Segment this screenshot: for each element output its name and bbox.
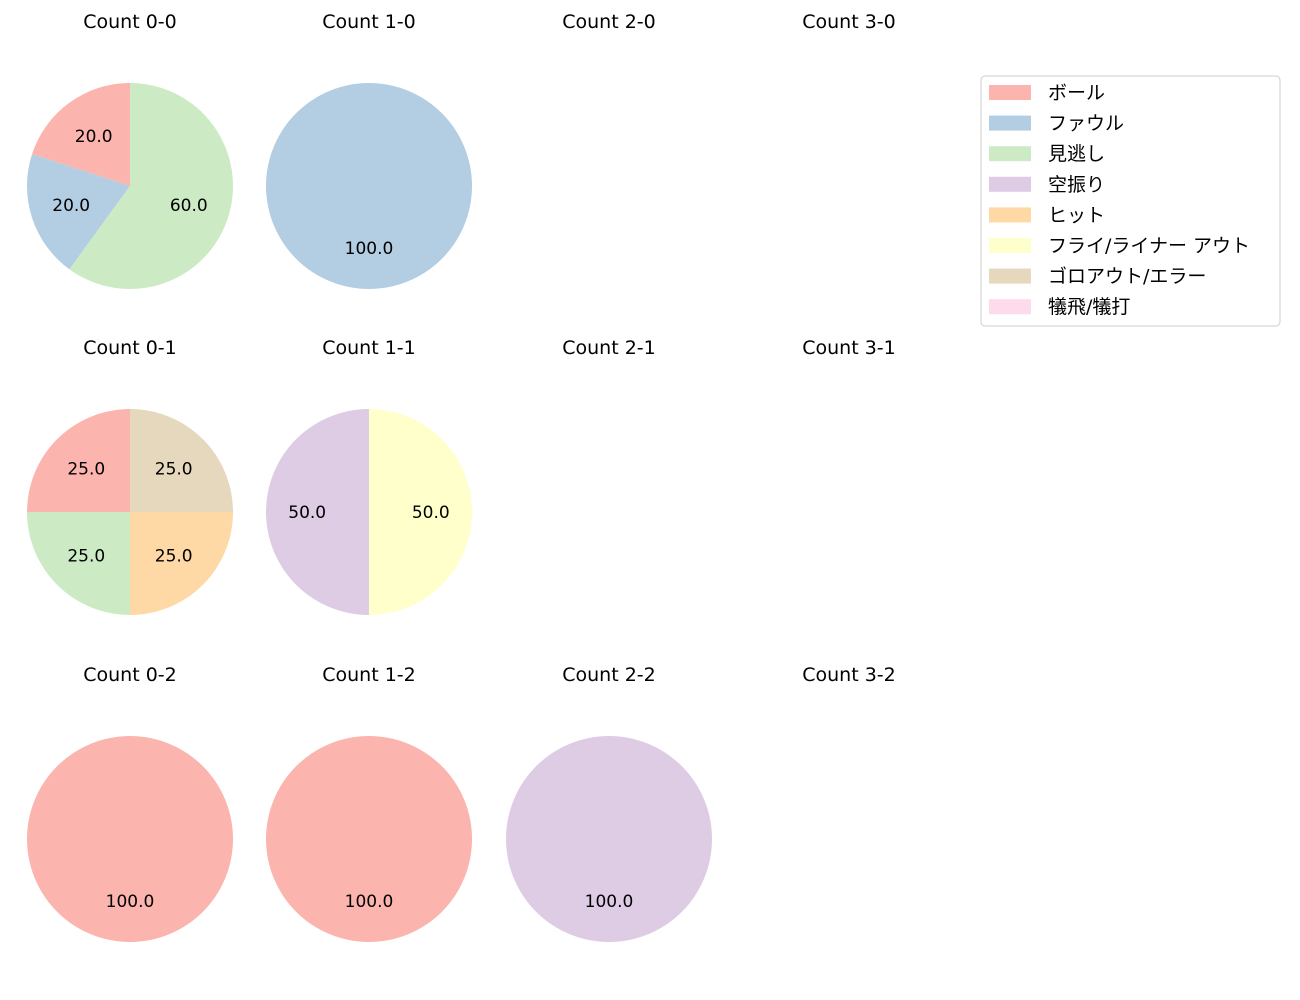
legend-swatch — [989, 85, 1031, 100]
legend-swatch — [989, 176, 1031, 192]
slice-label: 25.0 — [155, 547, 193, 567]
pie-chart: Count 1-2 100.0 — [266, 664, 472, 942]
chart-title: Count 1-2 — [322, 664, 416, 686]
chart-title: Count 0-1 — [83, 337, 177, 359]
pie-slice — [369, 409, 472, 615]
slice-label: 100.0 — [585, 892, 634, 912]
legend-label: 犠飛/犠打 — [1048, 296, 1130, 318]
legend-swatch — [989, 238, 1031, 253]
slice-label: 50.0 — [412, 503, 450, 523]
legend-swatch — [989, 207, 1031, 223]
slice-label: 25.0 — [67, 547, 105, 567]
pie-chart: Count 0-1 25.0 25.0 25.0 25.0 — [27, 337, 233, 615]
pie-slice — [69, 83, 234, 289]
legend-label: フライ/ライナー アウト — [1048, 235, 1250, 257]
legend-swatch — [989, 115, 1031, 131]
legend-label: 空振り — [1048, 174, 1105, 196]
legend-swatch — [989, 299, 1031, 315]
pie-slice — [266, 409, 369, 615]
pie-slice — [27, 512, 130, 615]
pie-slice — [266, 736, 472, 942]
chart-title: Count 0-0 — [83, 11, 177, 33]
legend-swatch — [989, 268, 1031, 284]
pie-chart: Count 3-1 — [802, 337, 896, 359]
legend-frame — [980, 75, 1281, 327]
legend-label: ヒット — [1048, 204, 1105, 226]
legend-label: ファウル — [1048, 113, 1124, 135]
pie-chart: Count 2-1 — [562, 337, 656, 359]
slice-label: 25.0 — [67, 459, 105, 479]
chart-title: Count 3-1 — [802, 337, 896, 359]
legend-label: 見逃し — [1048, 143, 1105, 165]
pie-chart: Count 0-2 100.0 — [27, 664, 233, 942]
chart-title: Count 2-1 — [562, 337, 656, 359]
slice-label: 25.0 — [155, 459, 193, 479]
pie-chart: Count 0-0 20.0 20.0 60.0 — [26, 11, 234, 289]
chart-title: Count 2-0 — [562, 11, 656, 33]
pie-chart: Count 1-1 50.0 50.0 — [266, 337, 472, 615]
pie-chart: Count 3-2 — [802, 664, 896, 686]
chart-title: Count 2-2 — [562, 664, 656, 686]
slice-label: 20.0 — [52, 196, 90, 216]
pie-slice — [130, 409, 233, 512]
slice-label: 100.0 — [345, 892, 394, 912]
chart-title: Count 1-0 — [322, 11, 416, 33]
pie-slice — [506, 736, 712, 942]
pie-chart: Count 1-0 100.0 — [266, 11, 472, 289]
pie-slice — [27, 409, 130, 512]
pie-slice — [130, 512, 233, 615]
slice-label: 20.0 — [75, 127, 113, 147]
pie-slice — [27, 736, 233, 942]
pie-slice — [32, 82, 130, 186]
chart-title: Count 1-1 — [322, 337, 416, 359]
chart-title: Count 0-2 — [83, 664, 177, 686]
slice-label: 50.0 — [288, 503, 326, 523]
pie-slice — [266, 83, 472, 289]
legend-swatch — [989, 146, 1031, 162]
pie-chart: Count 2-2 100.0 — [506, 664, 712, 942]
slice-label: 100.0 — [345, 239, 394, 259]
chart-title: Count 3-0 — [802, 11, 896, 33]
pie-chart: Count 2-0 — [562, 11, 656, 33]
legend-label: ゴロアウト/エラー — [1048, 266, 1206, 288]
pie-slice — [26, 154, 131, 270]
legend-label: ボール — [1048, 82, 1105, 104]
pie-chart: Count 3-0 — [802, 11, 896, 33]
slice-label: 60.0 — [170, 196, 208, 216]
slice-label: 100.0 — [106, 892, 155, 912]
chart-title: Count 3-2 — [802, 664, 896, 686]
